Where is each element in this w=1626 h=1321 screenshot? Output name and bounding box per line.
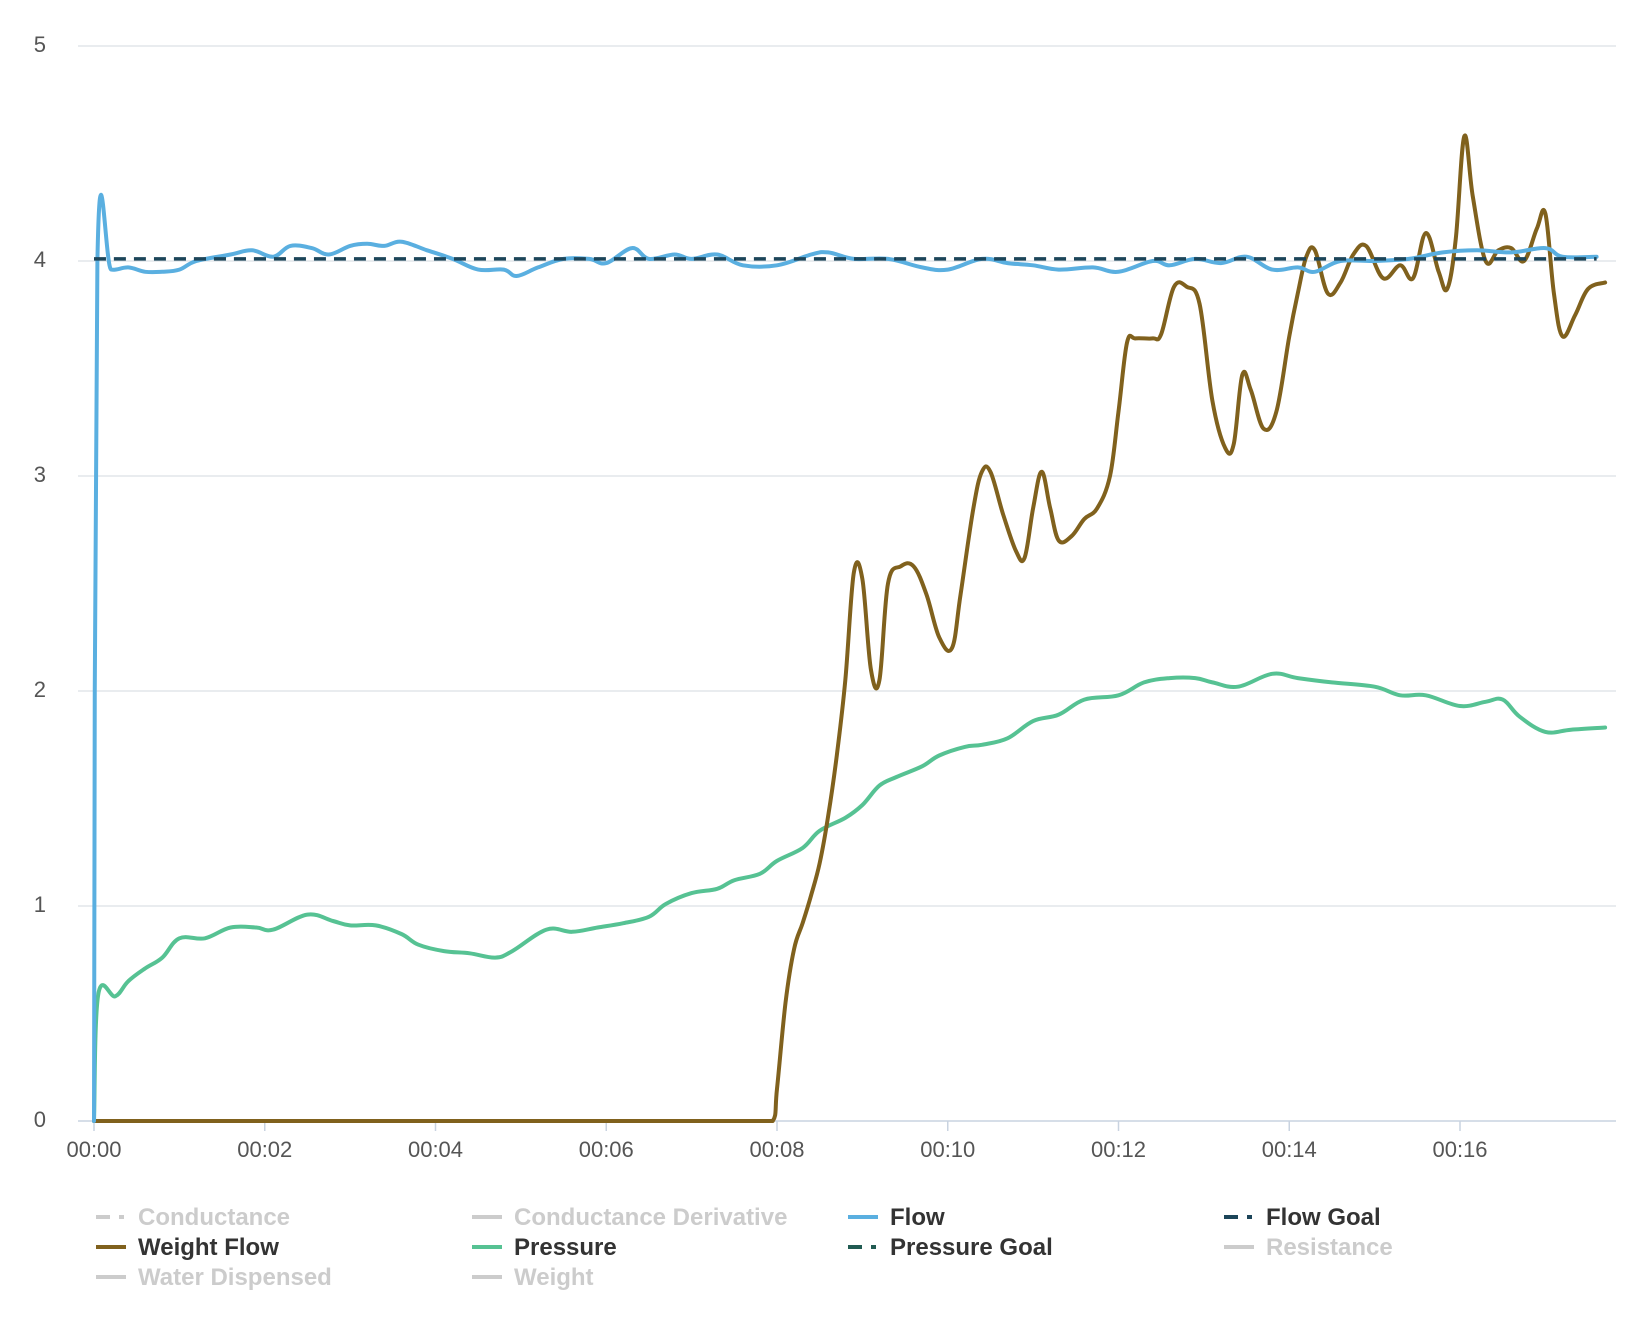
x-tick-label: 00:06 (579, 1137, 634, 1162)
legend-label: Conductance Derivative (514, 1204, 787, 1231)
legend-label: Pressure Goal (890, 1234, 1053, 1261)
x-tick-label: 00:10 (920, 1137, 975, 1162)
grid-layer (78, 45, 1616, 907)
legend-item-pressure: Pressure (472, 1234, 617, 1261)
x-tick-label: 00:00 (66, 1137, 121, 1162)
series-layer (92, 133, 1608, 1124)
legend-label: Weight (514, 1264, 594, 1291)
legend: Conductance Conductance Derivative Flow Flo… (96, 1204, 1393, 1291)
x-tick-label: 00:08 (749, 1137, 804, 1162)
legend-label: Flow (890, 1204, 945, 1231)
legend-item-weight: Weight (472, 1264, 594, 1291)
legend-item-conductance-derivative: Conductance Derivative (472, 1204, 787, 1231)
x-tick-label: 00:04 (408, 1137, 463, 1162)
legend-item-pressure-goal: Pressure Goal (848, 1234, 1053, 1261)
legend-label: Water Dispensed (138, 1264, 332, 1291)
y-tick-label: 0 (34, 1107, 46, 1132)
y-tick-label: 1 (34, 892, 46, 917)
legend-label: Conductance (138, 1204, 290, 1231)
legend-label: Resistance (1266, 1234, 1393, 1261)
x-tick-label: 00:16 (1432, 1137, 1487, 1162)
legend-item-conductance: Conductance (96, 1204, 290, 1231)
pressure-line (92, 671, 1608, 1123)
x-tick-label: 00:12 (1091, 1137, 1146, 1162)
weight-flow-line (92, 133, 1608, 1124)
x-tick-label: 00:14 (1262, 1137, 1317, 1162)
legend-item-flow-goal: Flow Goal (1224, 1204, 1381, 1231)
axis-layer: 0 1 2 3 4 5 00:00 00:02 00:04 00:06 00:08 00:10 00:1… (34, 32, 1616, 1162)
flow-line (92, 192, 1599, 1123)
y-tick-label: 5 (34, 32, 46, 57)
legend-item-water-dispensed: Water Dispensed (96, 1264, 332, 1291)
y-tick-label: 3 (34, 462, 46, 487)
legend-label: Weight Flow (138, 1234, 279, 1261)
legend-item-flow: Flow (848, 1204, 945, 1231)
legend-item-weight-flow: Weight Flow (96, 1234, 279, 1261)
y-tick-label: 4 (34, 247, 46, 272)
legend-label: Flow Goal (1266, 1204, 1381, 1231)
y-tick-label: 2 (34, 677, 46, 702)
legend-label: Pressure (514, 1234, 617, 1261)
x-tick-label: 00:02 (237, 1137, 292, 1162)
legend-item-resistance: Resistance (1224, 1234, 1393, 1261)
